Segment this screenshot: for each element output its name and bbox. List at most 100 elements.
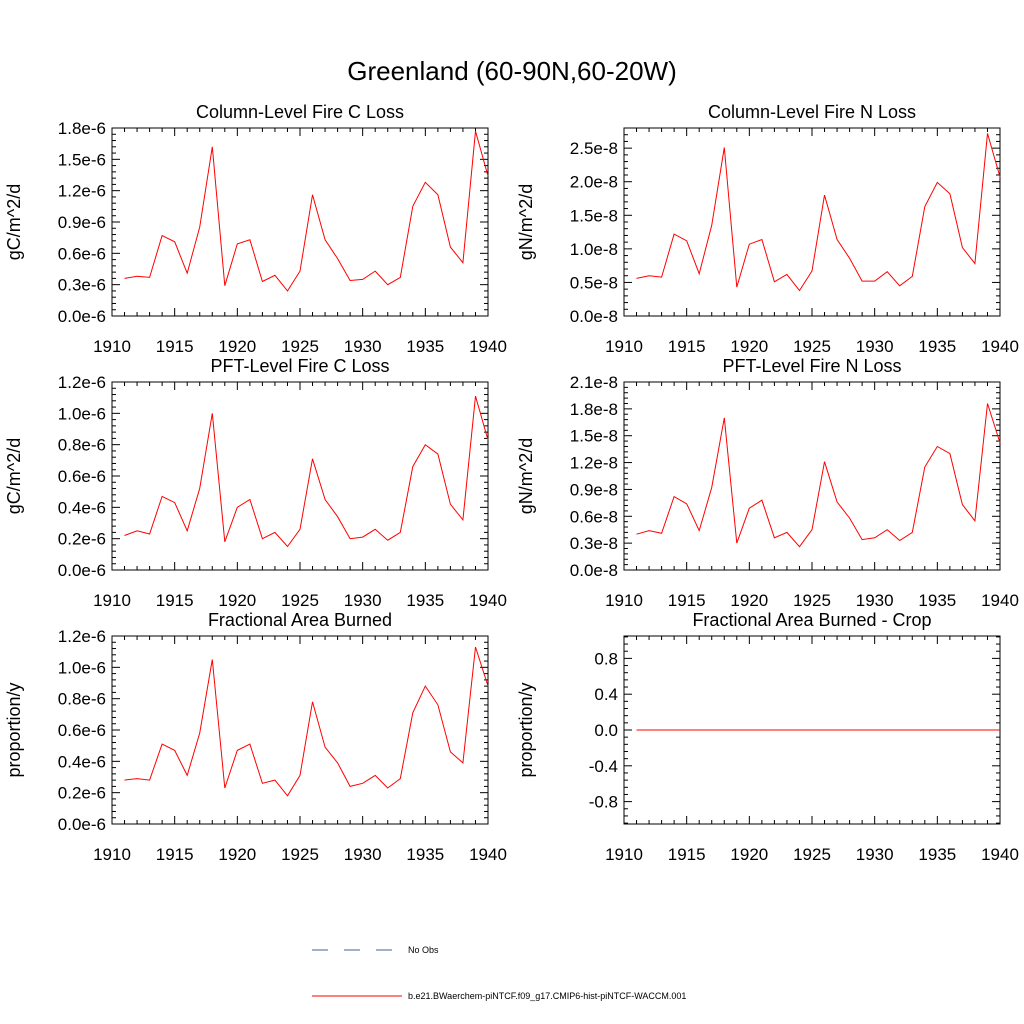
y-tick-label: 0.2e-6 — [58, 784, 106, 803]
figure-title: Greenland (60-90N,60-20W) — [347, 56, 677, 86]
series-line — [124, 130, 489, 292]
y-tick-label: 0.6e-6 — [58, 244, 106, 263]
x-tick-label: 1925 — [281, 591, 319, 610]
x-tick-label: 1940 — [469, 337, 507, 356]
y-tick-label: 0.3e-8 — [570, 534, 618, 553]
y-axis-label: proportion/y — [4, 682, 24, 777]
x-tick-label: 1935 — [918, 845, 956, 864]
y-tick-label: 1.8e-8 — [570, 400, 618, 419]
panel-title: PFT-Level Fire C Loss — [210, 356, 389, 376]
series-line — [124, 646, 489, 797]
x-tick-label: 1915 — [668, 337, 706, 356]
y-tick-label: 1.5e-8 — [570, 206, 618, 225]
x-tick-label: 1935 — [406, 591, 444, 610]
x-tick-label: 1920 — [730, 845, 768, 864]
x-tick-label: 1910 — [605, 845, 643, 864]
y-tick-label: -0.4 — [589, 757, 618, 776]
y-tick-label: 0.8e-6 — [58, 690, 106, 709]
x-tick-label: 1935 — [918, 337, 956, 356]
x-tick-label: 1920 — [730, 337, 768, 356]
y-tick-label: 0.8 — [594, 649, 618, 668]
y-tick-label: 1.2e-6 — [58, 373, 106, 392]
panel-3: PFT-Level Fire C Loss gC/m^2/d 1910 1915 192… — [4, 356, 507, 610]
y-tick-label: 0.0e-8 — [570, 561, 618, 580]
x-tick-label: 1925 — [793, 845, 831, 864]
y-tick-label: 0.4e-6 — [58, 498, 106, 517]
y-axis-label: gN/m^2/d — [516, 184, 536, 260]
y-axis-label: proportion/y — [516, 682, 536, 777]
y-tick-label: 0.5e-8 — [570, 273, 618, 292]
panel-title: Fractional Area Burned — [208, 610, 392, 630]
plot-frame — [623, 381, 1001, 571]
y-tick-label: 0.0e-8 — [570, 307, 618, 326]
y-tick-label: 0.4e-6 — [58, 752, 106, 771]
x-tick-label: 1910 — [93, 591, 131, 610]
x-tick-label: 1910 — [605, 337, 643, 356]
x-tick-label: 1925 — [281, 845, 319, 864]
panels-group: Column-Level Fire C Loss gC/m^2/d 1910 1915… — [4, 102, 1019, 864]
x-tick-label: 1940 — [981, 591, 1019, 610]
x-tick-label: 1930 — [856, 337, 894, 356]
x-tick-label: 1915 — [156, 591, 194, 610]
x-tick-label: 1915 — [156, 845, 194, 864]
y-tick-label: 0.0e-6 — [58, 815, 106, 834]
y-tick-label: -0.8 — [589, 793, 618, 812]
x-tick-label: 1925 — [793, 591, 831, 610]
panel-title: Fractional Area Burned - Crop — [692, 610, 931, 630]
x-tick-label: 1935 — [918, 591, 956, 610]
series-line — [636, 403, 1001, 548]
x-tick-label: 1930 — [856, 845, 894, 864]
x-tick-label: 1920 — [218, 337, 256, 356]
y-tick-label: 2.5e-8 — [570, 139, 618, 158]
x-tick-label: 1910 — [93, 845, 131, 864]
x-tick-label: 1915 — [668, 591, 706, 610]
y-tick-label: 0.6e-6 — [58, 467, 106, 486]
x-tick-label: 1915 — [156, 337, 194, 356]
x-tick-label: 1920 — [218, 591, 256, 610]
y-tick-label: 0.3e-6 — [58, 276, 106, 295]
y-tick-label: 2.0e-8 — [570, 173, 618, 192]
plot-frame — [111, 635, 489, 825]
series-line — [124, 395, 489, 548]
y-tick-label: 0.6e-8 — [570, 507, 618, 526]
y-tick-label: 1.2e-6 — [58, 182, 106, 201]
y-tick-label: 0.9e-8 — [570, 480, 618, 499]
y-tick-label: 1.2e-6 — [58, 627, 106, 646]
y-tick-label: 1.0e-8 — [570, 240, 618, 259]
x-tick-label: 1910 — [605, 591, 643, 610]
x-tick-label: 1930 — [344, 845, 382, 864]
y-tick-label: 0.2e-6 — [58, 530, 106, 549]
x-tick-label: 1915 — [668, 845, 706, 864]
y-tick-label: 2.1e-8 — [570, 373, 618, 392]
y-axis-label: gN/m^2/d — [516, 438, 536, 514]
x-tick-label: 1940 — [981, 845, 1019, 864]
x-tick-label: 1920 — [730, 591, 768, 610]
panel-1: Column-Level Fire C Loss gC/m^2/d 1910 1915… — [4, 102, 507, 356]
x-tick-label: 1940 — [469, 845, 507, 864]
panel-title: Column-Level Fire C Loss — [196, 102, 404, 122]
y-tick-label: 0.4 — [594, 685, 618, 704]
panel-title: Column-Level Fire N Loss — [708, 102, 916, 122]
y-tick-label: 1.0e-6 — [58, 658, 106, 677]
y-tick-label: 0.8e-6 — [58, 436, 106, 455]
plot-frame — [623, 127, 1001, 317]
y-tick-label: 0.0e-6 — [58, 307, 106, 326]
x-tick-label: 1910 — [93, 337, 131, 356]
plot-frame — [111, 127, 489, 317]
x-tick-label: 1930 — [856, 591, 894, 610]
legend-label-model: b.e21.BWaerchem-piNTCF.f09_g17.CMIP6-his… — [408, 991, 686, 1001]
panel-4: PFT-Level Fire N Loss gN/m^2/d 1910 1915 192… — [516, 356, 1019, 610]
y-tick-label: 0.0e-6 — [58, 561, 106, 580]
y-tick-label: 1.8e-6 — [58, 119, 106, 138]
x-tick-label: 1935 — [406, 845, 444, 864]
panel-6: Fractional Area Burned - Crop proportion/… — [516, 610, 1019, 864]
y-tick-label: 1.5e-6 — [58, 150, 106, 169]
panel-2: Column-Level Fire N Loss gN/m^2/d 1910 1915… — [516, 102, 1019, 356]
y-tick-label: 1.0e-6 — [58, 404, 106, 423]
y-axis-label: gC/m^2/d — [4, 184, 24, 260]
x-tick-label: 1935 — [406, 337, 444, 356]
panel-title: PFT-Level Fire N Loss — [722, 356, 901, 376]
y-tick-label: 0.6e-6 — [58, 721, 106, 740]
legend-label-no-obs: No Obs — [408, 945, 439, 955]
